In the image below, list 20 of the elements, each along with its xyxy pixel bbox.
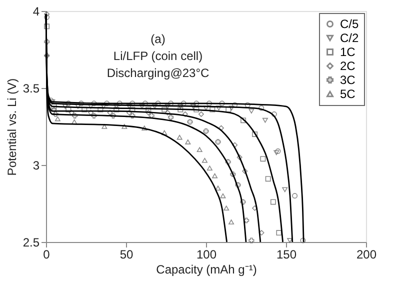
x-axis-title: Capacity (mAh g⁻¹) — [156, 262, 257, 276]
y-tick-label: 3.5 — [22, 82, 40, 96]
legend-label: 5C — [340, 87, 356, 101]
x-tick-label: 200 — [356, 248, 377, 262]
legend-label: 2C — [340, 59, 356, 73]
annotation: (a) — [150, 32, 166, 46]
x-tick-label: 50 — [120, 248, 134, 262]
x-tick-label: 100 — [196, 248, 217, 262]
annotation: Li/LFP (coin cell) — [113, 49, 203, 63]
legend-label: 3C — [340, 73, 356, 87]
x-tick-label: 0 — [43, 248, 50, 262]
y-tick-label: 4 — [32, 4, 40, 18]
y-tick-label: 3 — [32, 158, 40, 172]
annotation: Discharging@23°C — [106, 66, 210, 80]
legend-label: C/5 — [340, 17, 359, 31]
x-tick-label: 150 — [276, 248, 297, 262]
y-tick-label: 2.5 — [22, 236, 40, 250]
legend-label: C/2 — [340, 31, 359, 45]
legend-label: 1C — [340, 45, 356, 59]
y-axis-title: Potential vs. Li (V) — [4, 78, 19, 176]
